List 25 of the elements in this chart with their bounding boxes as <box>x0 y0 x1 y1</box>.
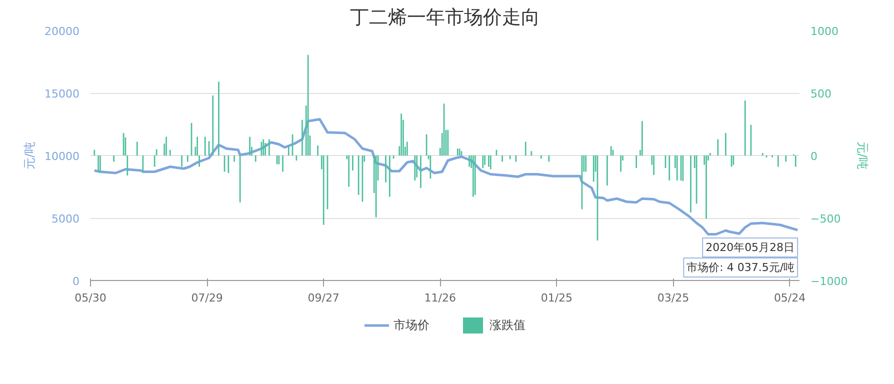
y2-tick-label: −1000 <box>810 275 848 288</box>
annotation: 2020年05月28日 <box>706 241 795 254</box>
y-tick-label: 0 <box>72 275 80 288</box>
y2-tick-label: −500 <box>810 212 841 226</box>
y-tick-label: 15000 <box>44 88 80 100</box>
legend-label: 市场价 <box>394 316 430 334</box>
annotation: 市场价: 4 037.5元/吨 <box>686 261 795 274</box>
legend-label: 涨跌值 <box>490 316 526 334</box>
y-axis-title: 元/吨 <box>22 141 37 170</box>
y2-axis-title: 元/吨 <box>856 141 870 170</box>
y-tick-label: 5000 <box>52 212 80 226</box>
x-tick-label: 07/29 <box>191 292 223 304</box>
y-tick-label: 20000 <box>44 25 80 38</box>
x-tick-label: 05/30 <box>74 292 106 304</box>
x-tick-label: 01/25 <box>540 292 573 304</box>
y2-tick-label: 0 <box>810 150 818 163</box>
y2-tick-label: 1000 <box>810 25 838 38</box>
line-series <box>93 118 799 236</box>
x-tick-label: 11/26 <box>424 292 456 304</box>
x-tick-label: 09/27 <box>308 292 340 304</box>
x-tick-label: 05/24 <box>774 292 806 304</box>
y2-tick-label: 500 <box>810 88 832 100</box>
x-tick-label: 03/25 <box>657 292 690 304</box>
chart-title: 丁二烯一年市场价走向 <box>350 6 540 28</box>
y-tick-label: 10000 <box>44 150 80 163</box>
